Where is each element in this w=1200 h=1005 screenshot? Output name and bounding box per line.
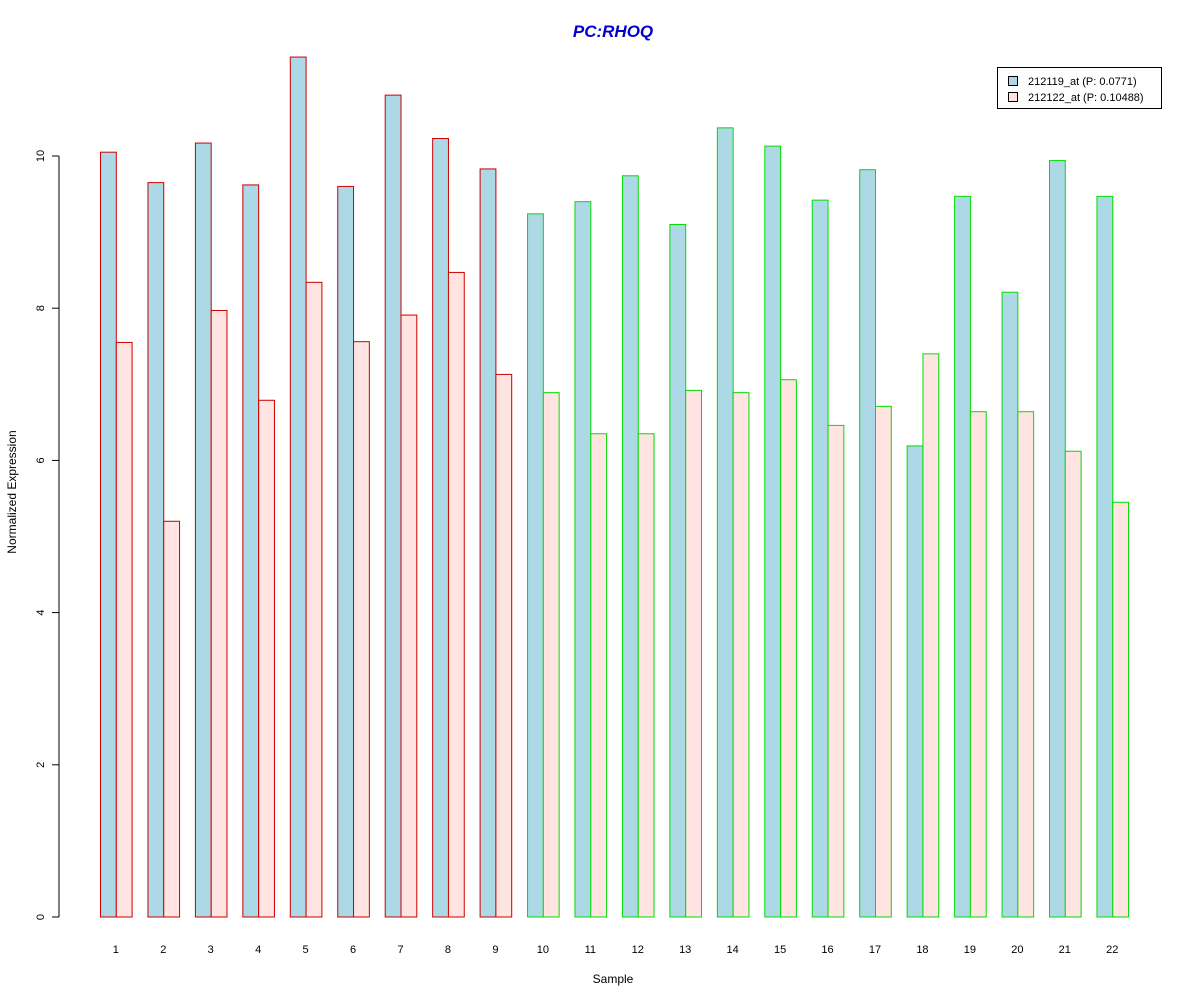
bar-series-2-sample-20 (1017, 411, 1035, 918)
x-tick-label: 12 (632, 944, 644, 956)
x-tick-label: 2 (160, 944, 166, 956)
bar-series-2-sample-6 (353, 341, 370, 918)
x-tick-label: 8 (445, 944, 451, 956)
bar-series-1-sample-22 (1096, 195, 1114, 918)
x-tick-label: 13 (679, 944, 691, 956)
bar-series-2-sample-15 (780, 379, 797, 918)
bar-series-1-sample-4 (242, 184, 260, 918)
bar-series-2-sample-9 (495, 373, 513, 918)
bar-series-2-sample-4 (258, 399, 275, 918)
x-tick-label: 16 (821, 944, 833, 956)
bar-series-2-sample-18 (922, 353, 940, 918)
bar-series-2-sample-13 (685, 389, 703, 918)
y-tick-label: 6 (35, 457, 47, 463)
legend-swatch-1 (1008, 76, 1018, 86)
bar-series-2-sample-21 (1064, 450, 1082, 918)
x-tick-label: 18 (916, 944, 928, 956)
bar-series-2-sample-22 (1112, 501, 1130, 918)
bar-series-1-sample-9 (479, 168, 497, 918)
bar-series-1-sample-16 (811, 199, 829, 918)
bar-series-2-sample-3 (210, 309, 228, 918)
x-tick-label: 19 (964, 944, 976, 956)
bar-series-2-sample-5 (305, 281, 323, 918)
x-tick-label: 14 (727, 944, 739, 956)
bar-series-1-sample-18 (906, 445, 924, 918)
bar-series-2-sample-8 (447, 271, 465, 918)
y-tick-label: 0 (35, 914, 47, 920)
x-tick-label: 1 (113, 944, 119, 956)
bar-series-1-sample-13 (669, 223, 687, 918)
bar-series-1-sample-10 (527, 213, 544, 918)
x-tick-label: 11 (585, 944, 596, 956)
x-axis-title: Sample (593, 972, 634, 986)
bar-series-2-sample-11 (590, 433, 608, 918)
bar-series-2-sample-17 (875, 405, 892, 918)
bar-series-2-sample-16 (827, 424, 845, 918)
bar-series-2-sample-14 (732, 392, 750, 918)
y-tick-label: 2 (35, 762, 47, 768)
x-tick-label: 6 (350, 944, 356, 956)
bar-series-1-sample-20 (1001, 291, 1019, 918)
y-tick-label: 10 (35, 150, 47, 162)
legend-box (997, 67, 1162, 109)
y-axis-title: Normalized Expression (5, 430, 19, 553)
x-tick-label: 9 (492, 944, 498, 956)
y-axis: 0 2 4 6 8 10 (35, 150, 60, 920)
x-tick-label: 3 (208, 944, 214, 956)
y-tick-label: 4 (35, 610, 47, 616)
bar-series-1-sample-3 (194, 142, 212, 918)
bar-series-1-sample-11 (574, 201, 592, 918)
bar-series-1-sample-1 (100, 151, 117, 918)
chart-title: PC:RHOQ (573, 22, 653, 41)
legend-label-1: 212119_at (P: 0.0771) (1028, 76, 1137, 88)
x-tick-label: 22 (1106, 944, 1118, 956)
bar-series-1-sample-2 (147, 182, 165, 918)
bar-series-1-sample-8 (432, 137, 449, 918)
legend-label-2: 212122_at (P: 0.10488) (1028, 92, 1144, 104)
bar-series-1-sample-17 (859, 169, 877, 918)
x-tick-label: 17 (869, 944, 881, 956)
x-tick-label: 10 (537, 944, 549, 956)
x-tick-label: 21 (1059, 944, 1071, 956)
bar-series-1-sample-6 (337, 185, 355, 918)
bar-series-1-sample-14 (716, 127, 734, 918)
bar-series-2-sample-10 (542, 392, 560, 918)
bar-series-1-sample-7 (384, 94, 402, 918)
legend: 212119_at (P: 0.0771) 212122_at (P: 0.104… (997, 67, 1162, 109)
bar-series-2-sample-19 (969, 411, 987, 918)
bar-series-2-sample-2 (163, 520, 181, 918)
bar-series-1-sample-19 (954, 195, 971, 918)
bar-series-2-sample-1 (115, 341, 133, 918)
x-tick-label: 4 (255, 944, 261, 956)
bars-group (100, 56, 1130, 918)
legend-swatch-2 (1008, 92, 1018, 102)
bar-series-1-sample-21 (1049, 160, 1066, 918)
bar-series-2-sample-7 (400, 314, 418, 918)
bar-series-1-sample-12 (621, 175, 639, 918)
bar-series-2-sample-12 (637, 433, 655, 918)
x-tick-label: 5 (303, 944, 309, 956)
x-axis-tick-labels: 1 2 3 4 5 6 7 8 9 10 11 12 13 14 15 16 17 18 19 20 21 22 (113, 944, 1119, 956)
bar-series-1-sample-5 (289, 56, 307, 918)
y-tick-label: 8 (35, 305, 47, 311)
x-tick-label: 7 (397, 944, 403, 956)
x-tick-label: 20 (1011, 944, 1023, 956)
bar-series-1-sample-15 (764, 145, 782, 918)
x-tick-label: 15 (774, 944, 786, 956)
